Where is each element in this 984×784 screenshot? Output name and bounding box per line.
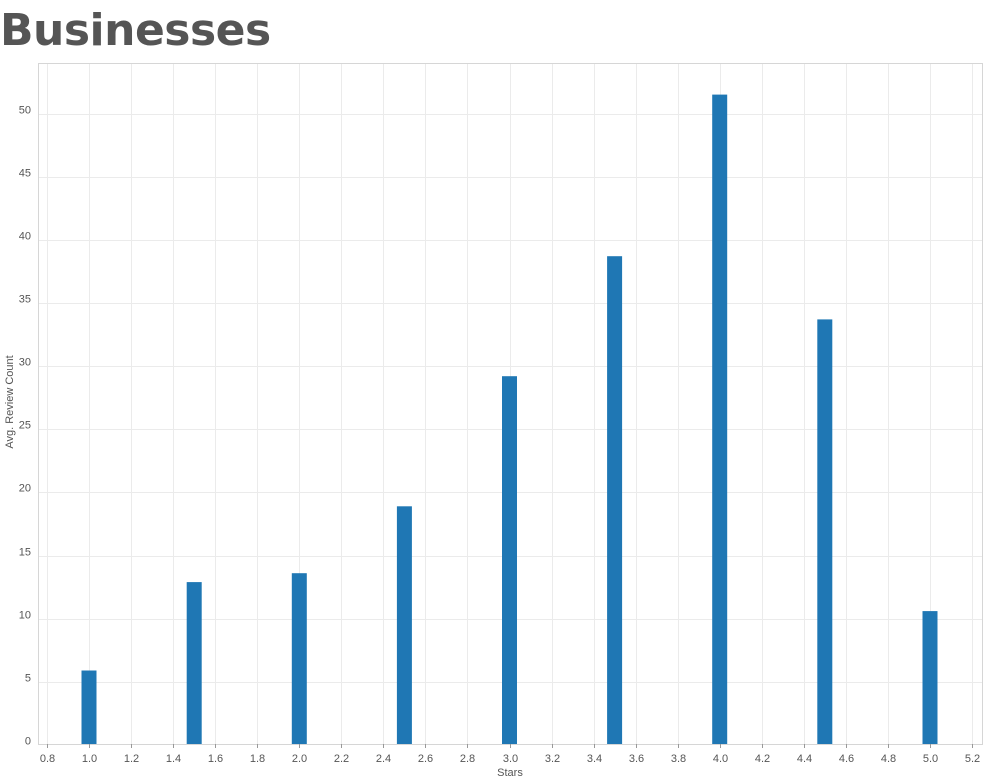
x-tick-label: 1.8 xyxy=(250,753,265,765)
bar[interactable]: 2.0: 13.6 xyxy=(291,573,307,745)
x-tick-label: 3.4 xyxy=(587,753,602,765)
y-axis-ticks: 0 5 10 15 20 25 30 35 40 45 50 xyxy=(19,105,31,748)
bar[interactable]: 4.0: 51.5 xyxy=(712,94,728,746)
x-tick-label: 4.6 xyxy=(839,753,854,765)
x-tick-label: 3.6 xyxy=(629,753,644,765)
bar[interactable]: 2.5: 18.9 xyxy=(396,506,412,745)
x-tick-label: 2.4 xyxy=(376,753,391,765)
y-tick-label: 25 xyxy=(19,420,31,432)
bar[interactable]: 1.5: 12.9 xyxy=(186,582,202,745)
x-tick-label: 3.2 xyxy=(545,753,560,765)
bar[interactable]: 1.0: 5.9 xyxy=(81,670,97,746)
y-tick-label: 15 xyxy=(19,547,31,559)
bar[interactable]: 4.5: 33.7 xyxy=(817,319,833,745)
y-tick-label: 30 xyxy=(19,357,31,369)
y-tick-label: 35 xyxy=(19,294,31,306)
x-tick-label: 4.0 xyxy=(713,753,728,765)
y-tick-label: 45 xyxy=(19,168,31,180)
x-tick-label: 4.4 xyxy=(797,753,812,765)
x-tick-label: 4.2 xyxy=(755,753,770,765)
x-tick-label: 0.8 xyxy=(40,753,55,765)
page-title: Businesses xyxy=(0,5,271,56)
bar[interactable]: 3.5: 38.7 xyxy=(607,256,623,745)
x-axis-title: Stars xyxy=(497,767,523,779)
bar[interactable]: 5.0: 10.6 xyxy=(922,611,938,745)
x-tick-label: 3.0 xyxy=(503,753,518,765)
x-axis-ticks: 0.8 1.0 1.2 1.4 1.6 1.8 2.0 2.2 2.4 2.6 2.8 3.0 3.2 3… xyxy=(40,744,980,765)
x-tick-label: 2.8 xyxy=(460,753,475,765)
y-tick-label: 10 xyxy=(19,610,31,622)
x-tick-label: 5.0 xyxy=(923,753,938,765)
y-tick-label: 5 xyxy=(25,673,31,685)
x-tick-label: 2.2 xyxy=(334,753,349,765)
x-tick-label: 1.4 xyxy=(166,753,181,765)
x-tick-label: 2.0 xyxy=(292,753,307,765)
x-tick-label: 1.6 xyxy=(208,753,223,765)
x-tick-label: 1.2 xyxy=(124,753,139,765)
y-axis-title: Avg. Review Count xyxy=(4,355,16,448)
x-tick-label: 4.8 xyxy=(881,753,896,765)
bar[interactable]: 3.0: 29.2 xyxy=(502,376,517,745)
y-tick-label: 50 xyxy=(19,105,31,117)
x-tick-label: 5.2 xyxy=(965,753,980,765)
y-tick-label: 40 xyxy=(19,231,31,243)
y-tick-label: 0 xyxy=(25,736,31,748)
bar-layer: 1.0: 5.9 1.5: 12.9 2.0: 13.6 2.5: 18.9 3.0: … xyxy=(81,94,938,746)
x-tick-label: 3.8 xyxy=(671,753,686,765)
x-tick-label: 1.0 xyxy=(82,753,97,765)
x-tick-label: 2.6 xyxy=(418,753,433,765)
y-tick-label: 20 xyxy=(19,483,31,495)
